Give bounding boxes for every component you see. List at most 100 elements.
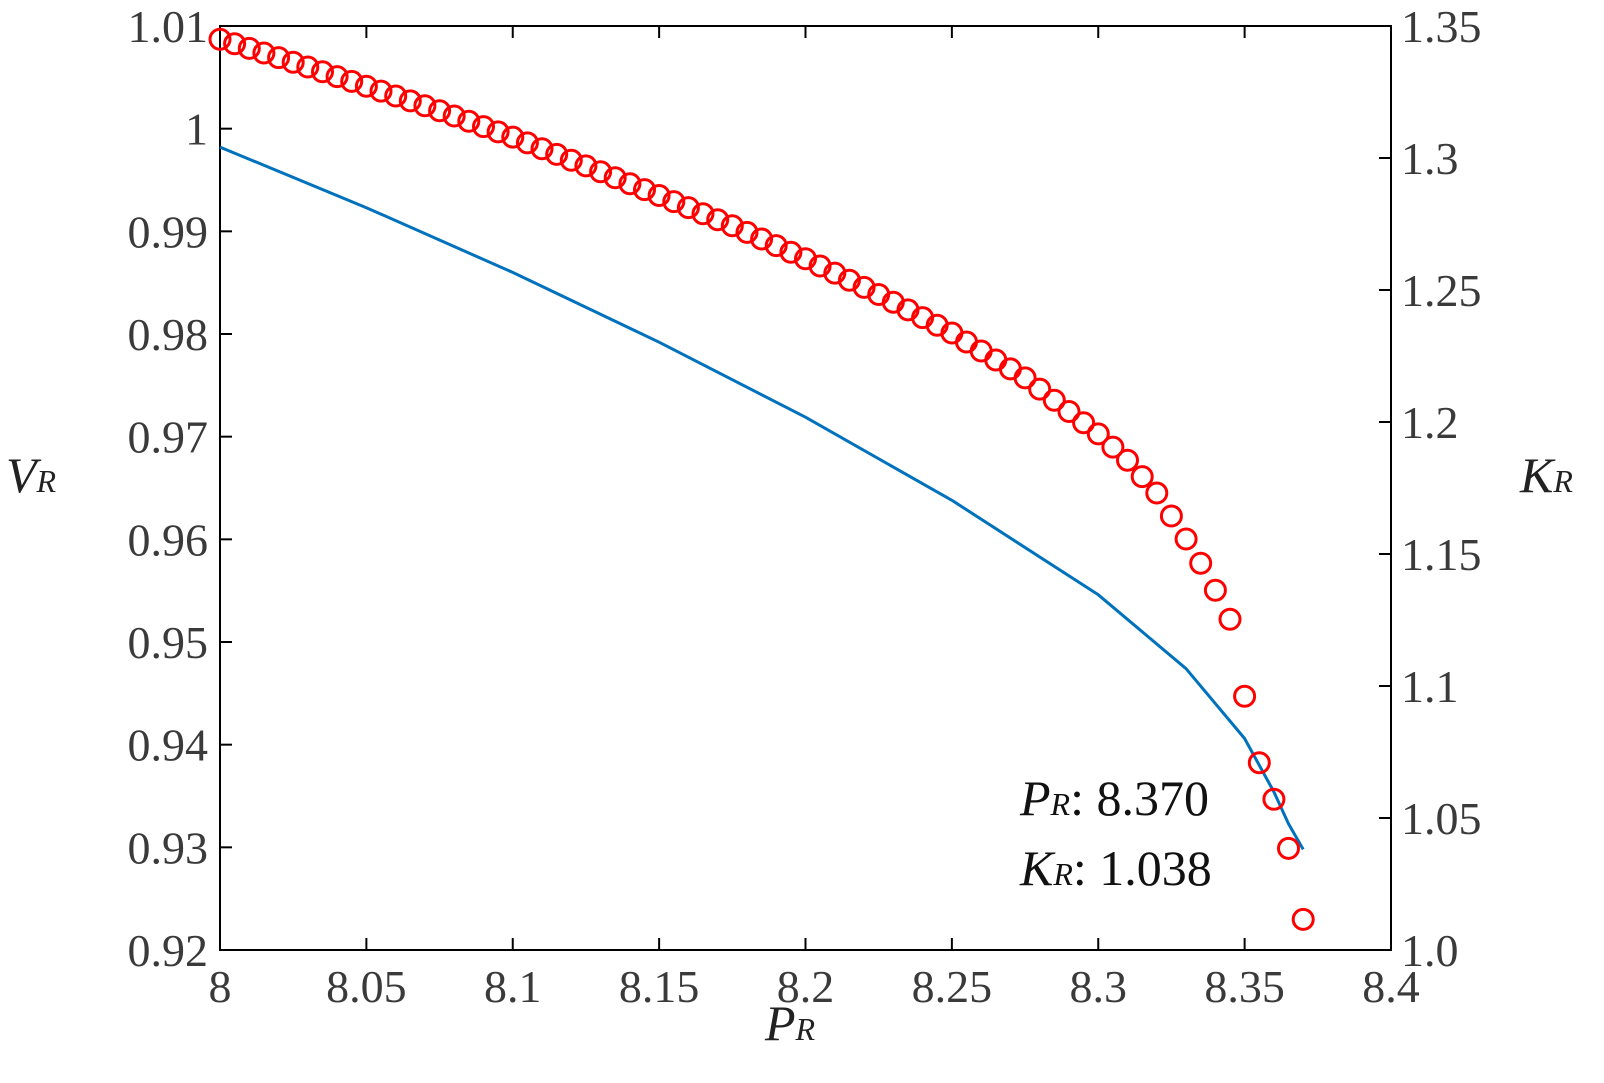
kr-marker-point [618, 172, 642, 196]
kr-marker-point [1233, 684, 1257, 708]
kr-marker-point [676, 196, 700, 220]
right-y-tick-label: 1.35 [1401, 1, 1482, 52]
kr-marker-point [559, 148, 583, 172]
kr-marker-point [267, 46, 291, 70]
kr-marker-point [808, 254, 832, 278]
kr-marker-point [1130, 465, 1154, 489]
kr-marker-point [413, 94, 437, 118]
right-y-axis-label-main: K [1519, 447, 1556, 503]
kr-marker-point [984, 348, 1008, 372]
kr-marker-point [691, 202, 715, 226]
x-axis-ticks: 8 8.05 8.1 8.15 8.2 8.25 8.3 8.35 8.4 [209, 26, 1420, 1012]
kr-marker-point [340, 69, 364, 93]
kr-marker-point [603, 166, 627, 190]
left-y-tick-label: 0.95 [128, 617, 209, 668]
left-y-tick-label: 0.96 [128, 514, 209, 565]
x-axis-label: PR [764, 995, 816, 1051]
plot-frame [219, 25, 1392, 951]
kr-marker-point [311, 60, 334, 84]
kr-marker-point [750, 227, 774, 251]
right-y-tick-label: 1.3 [1401, 133, 1459, 184]
right-y-tick-label: 1.25 [1401, 265, 1482, 316]
kr-marker-point [589, 160, 613, 184]
kr-marker-point [969, 339, 993, 363]
left-y-tick-label: 0.92 [128, 925, 209, 976]
kr-marker-point [428, 99, 452, 123]
kr-marker-point [1218, 607, 1242, 631]
kr-marker-point [998, 357, 1022, 381]
left-y-axis-label: VR [6, 447, 57, 503]
kr-marker-point [1057, 400, 1081, 423]
kr-marker-point [735, 220, 759, 244]
x-tick-label: 8.25 [912, 961, 993, 1012]
kr-marker-point [706, 208, 730, 232]
x-axis-label-main: P [764, 995, 796, 1051]
kr-marker-point [764, 234, 788, 258]
kr-marker-point [1174, 527, 1198, 551]
kr-marker-point [545, 142, 569, 166]
right-y-tick-label: 1.0 [1401, 925, 1459, 976]
x-tick-label: 8.3 [1070, 961, 1128, 1012]
plot-border [219, 25, 1392, 951]
kr-marker-point [1189, 551, 1213, 575]
annotation-2-label: K [1019, 840, 1056, 896]
right-y-tick-label: 1.05 [1401, 793, 1482, 844]
x-tick-label: 8.4 [1362, 961, 1420, 1012]
kr-marker-point [1101, 435, 1125, 459]
kr-marker-point [1277, 836, 1300, 860]
x-tick-label: 8.15 [619, 961, 700, 1012]
vr-curve-line [219, 145, 1305, 851]
kr-marker-point [955, 330, 978, 354]
kr-marker-point [296, 55, 320, 79]
kr-marker-point [779, 240, 803, 264]
kr-marker-point [574, 154, 598, 178]
kr-marker-point [1262, 787, 1286, 811]
kr-marker-point [647, 184, 671, 207]
kr-marker-point [237, 36, 261, 60]
kr-marker-point [486, 120, 510, 144]
kr-marker-point [1042, 388, 1066, 412]
x-tick-label: 8.2 [777, 961, 835, 1012]
kr-marker-point [369, 79, 393, 103]
kr-marker-point [1116, 448, 1139, 472]
kr-marker-point [633, 178, 656, 202]
x-axis-label-sub: R [795, 1011, 816, 1047]
left-y-axis-label-sub: R [36, 463, 57, 499]
kr-marker-point [325, 65, 349, 89]
annotation-1-sub: R [1050, 786, 1071, 822]
right-y-tick-label: 1.1 [1401, 661, 1459, 712]
kr-marker-point [398, 89, 422, 113]
kr-marker-point [472, 115, 495, 139]
left-y-tick-label: 0.99 [128, 206, 209, 257]
kr-marker-point [384, 84, 408, 108]
kr-marker-point [457, 109, 481, 133]
x-tick-label: 8.35 [1204, 961, 1285, 1012]
right-y-axis-label-sub: R [1552, 463, 1573, 499]
kr-marker-point [852, 275, 876, 299]
kr-marker-point [1159, 504, 1183, 528]
kr-marker-point [530, 137, 554, 161]
left-y-tick-label: 0.98 [128, 309, 209, 360]
right-y-axis-ticks: 1.0 1.05 1.1 1.15 1.2 1.25 1.3 1.35 [1379, 1, 1482, 976]
x-tick-label: 8.05 [326, 961, 407, 1012]
left-y-tick-label: 0.93 [128, 822, 209, 873]
annotation-2-value: : 1.038 [1073, 840, 1212, 896]
left-y-tick-label: 1 [185, 104, 208, 155]
left-y-axis-label-main: V [6, 447, 42, 503]
kr-marker-point [1072, 411, 1096, 435]
kr-marker-point [208, 27, 232, 51]
kr-marker-point [281, 50, 305, 74]
kr-marker-point [223, 32, 247, 56]
left-y-tick-label: 0.94 [128, 720, 209, 771]
left-y-tick-label: 1.01 [128, 1, 209, 52]
kr-marker-point [1145, 481, 1169, 505]
kr-marker-point [1013, 366, 1037, 390]
kr-marker-point [1028, 377, 1052, 401]
annotation-1-value: : 8.370 [1070, 770, 1209, 826]
kr-marker-point [720, 214, 744, 238]
annotation-line-1: PR: 8.370 [1019, 770, 1209, 826]
kr-marker-point [252, 41, 276, 65]
annotation-1-label: P [1019, 770, 1051, 826]
kr-marker-point [515, 131, 539, 155]
